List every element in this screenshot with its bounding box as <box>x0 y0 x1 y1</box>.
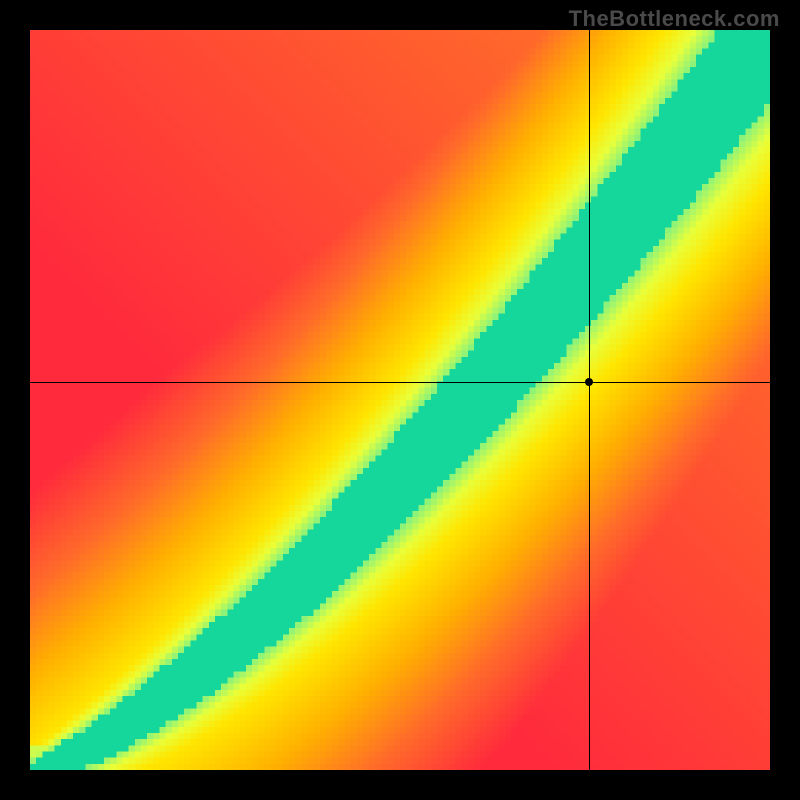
crosshair-vertical <box>589 30 590 770</box>
crosshair-horizontal <box>30 382 770 383</box>
watermark-text: TheBottleneck.com <box>569 6 780 32</box>
selection-marker <box>585 378 593 386</box>
chart-container: TheBottleneck.com <box>0 0 800 800</box>
bottleneck-heatmap <box>30 30 770 770</box>
